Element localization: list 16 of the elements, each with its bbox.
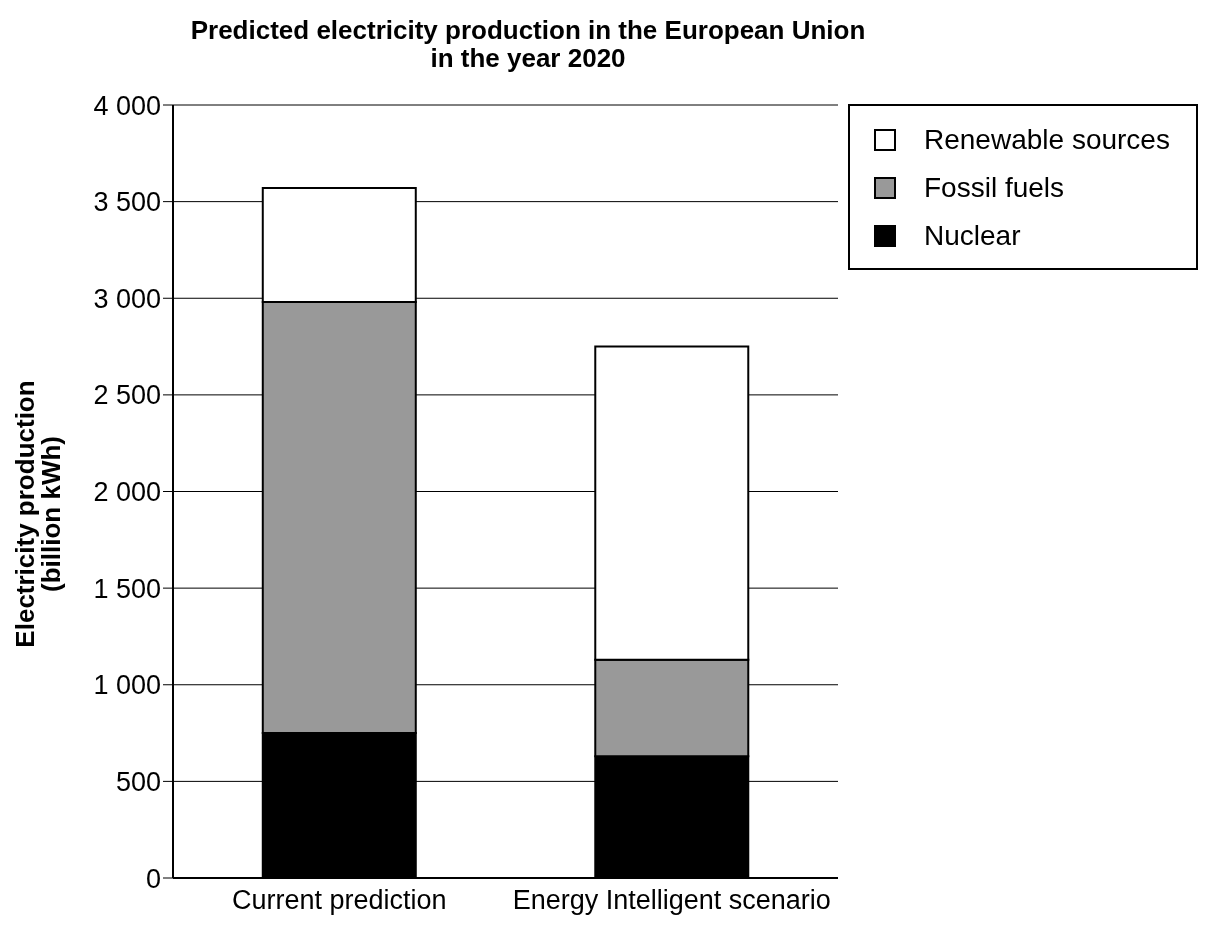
y-tick-label: 1 500 (93, 573, 161, 604)
y-axis-title: Electricity production (billion kWh) (10, 379, 66, 650)
y-tick-label: 0 (145, 863, 161, 894)
y-tick-label: 2 000 (93, 477, 161, 508)
y-tick-label: 500 (115, 766, 161, 797)
y-tick-label: 1 000 (93, 670, 161, 701)
y-tick-label: 2 500 (93, 380, 161, 411)
y-tick-label: 3 000 (93, 283, 161, 314)
y-tick-label: 3 500 (93, 187, 161, 218)
x-tick-label: Energy Intelligent scenario (512, 885, 831, 916)
chart-title: Predicted electricity production in the European Union in the year 2020 (189, 15, 867, 73)
x-tick-label: Current prediction (231, 885, 447, 916)
legend-label: Renewable sources (924, 124, 1170, 156)
legend-label: Nuclear (924, 220, 1021, 252)
legend-label: Fossil fuels (924, 172, 1065, 204)
y-tick-label: 4 000 (93, 90, 161, 121)
